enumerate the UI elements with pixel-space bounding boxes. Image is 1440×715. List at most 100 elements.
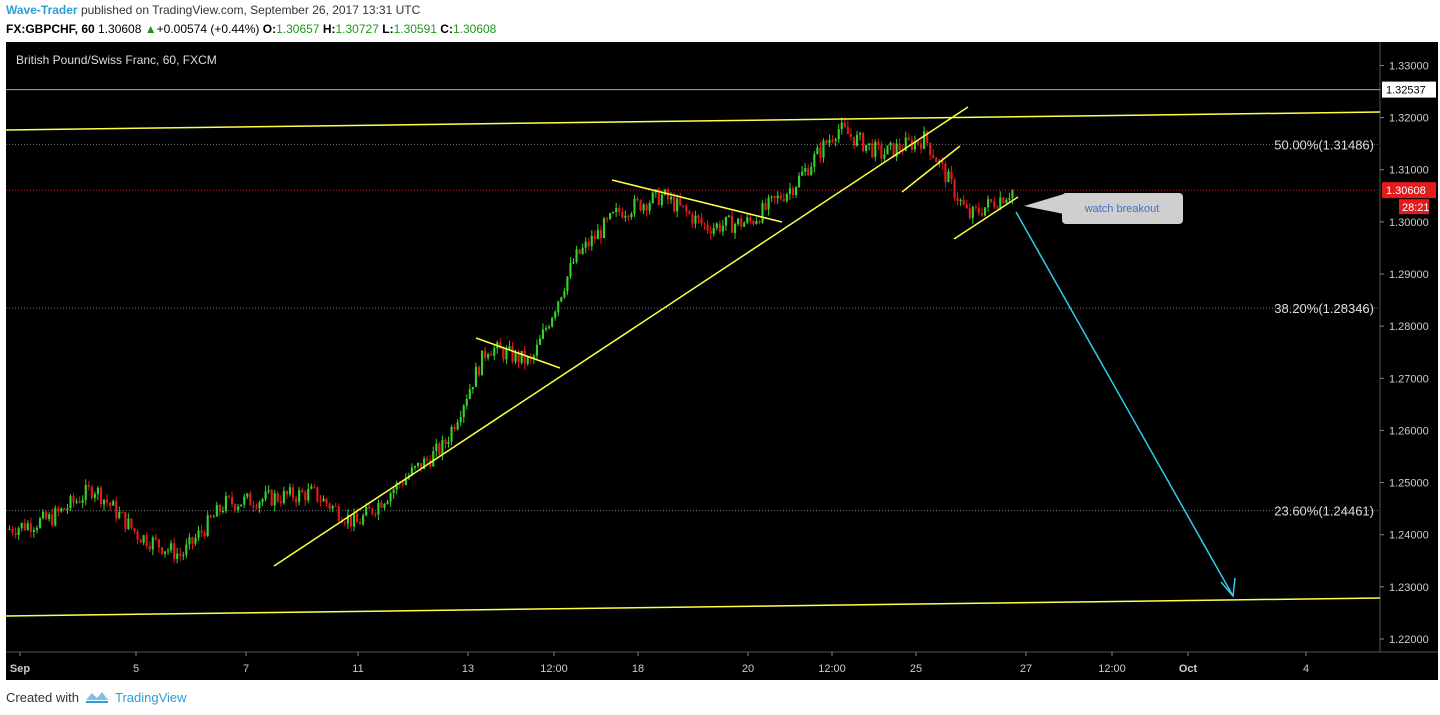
chart-title: British Pound/Swiss Franc, 60, FXCM [16,53,217,67]
candle-body [29,523,32,532]
candle-body [712,227,715,234]
candle-body [106,499,109,503]
candle-body [395,482,398,490]
callout-box [1062,193,1183,224]
candle-body [840,122,843,130]
high-label: H: [322,22,336,36]
candle-body [246,493,249,497]
wedge-lower-line [953,196,1019,240]
tradingview-logo-icon[interactable] [85,689,109,706]
candle-body [615,207,618,213]
candle-body [404,478,407,485]
candle-body [258,502,261,509]
candle-body [727,215,731,217]
candle-body [371,508,374,514]
candle-body [804,168,807,172]
candle-body [420,462,423,470]
candle-body [102,499,106,505]
candle-body [75,501,78,503]
tradingview-link[interactable]: TradingView [114,690,187,705]
candle-body [578,249,581,254]
candle-body [953,179,956,198]
candle-body [63,508,66,510]
x-tick-label: 18 [632,663,644,675]
chart-panel[interactable]: British Pound/Swiss Franc, 60, FXCM 1.220… [6,42,1438,680]
candle-body [706,224,709,231]
candle-body [133,528,136,532]
candle-body [971,206,974,219]
candle-body [709,230,712,234]
candle-body [669,197,673,200]
candle-body [389,493,392,502]
candle-body [166,550,170,552]
candle-body [32,529,35,532]
candle-body [41,511,45,519]
callout-text: watch breakout [1084,203,1160,215]
candle-body [697,215,700,219]
candle-body [941,160,944,164]
candle-body [761,203,764,223]
candle-body [855,134,859,146]
candle-body [416,462,420,467]
candle-body [544,328,548,330]
candle-body [526,356,529,364]
candle-body [776,195,779,199]
candle-body [715,223,718,228]
candle-body [541,329,545,339]
candle-body [176,553,179,560]
candle-body [538,338,542,345]
x-tick-label: 12:00 [1098,663,1126,675]
candle-body [977,207,981,214]
candle-body [484,350,487,358]
candle-body [865,144,868,152]
candle-body [605,218,609,220]
fib-level-label: 23.60%(1.24461) [1274,504,1374,519]
candle-body [718,223,721,232]
candle-body [124,512,127,530]
candle-body [593,235,596,240]
candle-body [331,506,334,509]
candle-body [926,131,929,143]
candle-body [566,276,569,292]
candle-body [813,154,816,167]
candle-body [648,203,651,211]
candle-body [511,346,514,362]
candle-body [572,262,575,264]
candle-body [767,197,770,210]
author-link[interactable]: Wave-Trader [6,3,78,17]
countdown-badge [1399,199,1429,215]
candle-body [115,501,118,518]
candle-body [624,215,627,218]
x-tick-label: 5 [133,663,139,675]
candle-body [956,197,959,202]
price-chart[interactable]: British Pound/Swiss Franc, 60, FXCM 1.220… [6,42,1438,680]
y-tick-label: 1.27000 [1389,373,1429,385]
candle-body [477,366,481,376]
candle-body [904,137,907,151]
candle-body [770,196,773,198]
projection-arrow-line [1015,211,1234,597]
candle-body [90,486,93,498]
low-value: 1.30591 [393,22,437,36]
y-tick-label: 1.22000 [1389,634,1429,646]
candle-body [950,171,953,180]
candle-body [962,199,965,205]
candle-body [304,492,307,501]
candle-body [368,506,371,509]
candle-body [834,139,837,142]
candle-body [785,193,788,201]
candle-body [673,197,676,212]
candle-body [194,537,197,544]
candle-body [532,355,535,359]
candle-body [676,198,679,212]
candle-body [935,157,938,163]
candle-body [197,530,200,538]
candle-body [51,514,54,526]
candle-body [243,496,246,505]
publish-info: Wave-Trader published on TradingView.com… [6,3,420,17]
candle-body [288,487,292,495]
x-tick-label: 7 [243,663,249,675]
candle-body [880,144,883,159]
candle-body [895,143,898,157]
x-tick-label: 12:00 [818,663,846,675]
